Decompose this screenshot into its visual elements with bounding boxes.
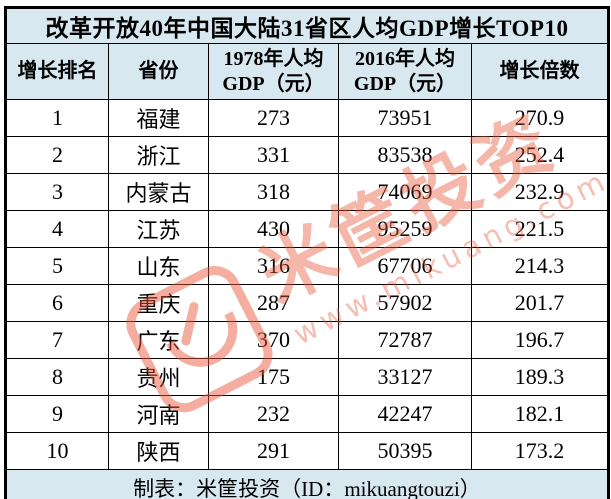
header-line: GDP（元）	[353, 72, 457, 95]
gdp2016-cell: 95259	[338, 210, 472, 248]
col-header-rank: 增长排名	[5, 43, 109, 100]
table-title: 改革开放40年中国大陆31省区人均GDP增长TOP10	[5, 7, 609, 44]
multiple-cell: 252.4	[471, 136, 609, 174]
gdp1978-cell: 430	[208, 210, 339, 248]
rank-cell: 3	[5, 173, 109, 211]
gdp2016-cell: 42247	[338, 395, 472, 433]
header-line: 增长排名	[17, 60, 98, 82]
rank-cell: 1	[5, 99, 109, 137]
table-row: 9 河南 232 42247 182.1	[5, 395, 609, 433]
header-line: 增长倍数	[499, 60, 580, 82]
multiple-cell: 214.3	[471, 247, 609, 285]
province-cell: 重庆	[108, 284, 209, 322]
rank-cell: 7	[5, 321, 109, 359]
table-row: 10 陕西 291 50395 173.2	[5, 432, 609, 470]
column-header-row: 增长排名 省份 1978年人均 GDP（元） 2016年人均 GDP（元） 增长倍数	[5, 43, 609, 100]
table-footer-credit: 制表：米筐投资（ID：mikuangtouzi）	[5, 469, 609, 499]
multiple-cell: 232.9	[471, 173, 609, 211]
gdp1978-cell: 331	[208, 136, 339, 174]
province-cell: 江苏	[108, 210, 209, 248]
table-row: 5 山东 316 67706 214.3	[5, 247, 609, 285]
gdp2016-cell: 50395	[338, 432, 472, 470]
col-header-province: 省份	[108, 43, 209, 100]
gdp2016-cell: 72787	[338, 321, 472, 359]
province-cell: 广东	[108, 321, 209, 359]
province-cell: 内蒙古	[108, 173, 209, 211]
gdp2016-cell: 73951	[338, 99, 472, 137]
gdp1978-cell: 287	[208, 284, 339, 322]
rank-cell: 10	[5, 432, 109, 470]
table-row: 8 贵州 175 33127 189.3	[5, 358, 609, 396]
table-row: 2 浙江 331 83538 252.4	[5, 136, 609, 174]
rank-cell: 8	[5, 358, 109, 396]
rank-cell: 5	[5, 247, 109, 285]
province-cell: 福建	[108, 99, 209, 137]
province-cell: 陕西	[108, 432, 209, 470]
table-row: 3 内蒙古 318 74069 232.9	[5, 173, 609, 211]
table-row: 1 福建 273 73951 270.9	[5, 99, 609, 137]
multiple-cell: 196.7	[471, 321, 609, 359]
gdp1978-cell: 273	[208, 99, 339, 137]
gdp1978-cell: 175	[208, 358, 339, 396]
multiple-cell: 270.9	[471, 99, 609, 137]
province-cell: 浙江	[108, 136, 209, 174]
gdp1978-cell: 316	[208, 247, 339, 285]
multiple-cell: 173.2	[471, 432, 609, 470]
table-row: 6 重庆 287 57902 201.7	[5, 284, 609, 322]
col-header-gdp-1978: 1978年人均 GDP（元）	[208, 43, 339, 100]
gdp1978-cell: 291	[208, 432, 339, 470]
title-row: 改革开放40年中国大陆31省区人均GDP增长TOP10	[5, 7, 609, 44]
rank-cell: 4	[5, 210, 109, 248]
multiple-cell: 221.5	[471, 210, 609, 248]
footer-row: 制表：米筐投资（ID：mikuangtouzi）	[5, 469, 609, 499]
multiple-cell: 201.7	[471, 284, 609, 322]
multiple-cell: 189.3	[471, 358, 609, 396]
gdp2016-cell: 74069	[338, 173, 472, 211]
province-cell: 河南	[108, 395, 209, 433]
multiple-cell: 182.1	[471, 395, 609, 433]
header-line: 1978年人均	[223, 47, 324, 70]
gdp2016-cell: 83538	[338, 136, 472, 174]
gdp2016-cell: 57902	[338, 284, 472, 322]
table-row: 4 江苏 430 95259 221.5	[5, 210, 609, 248]
gdp1978-cell: 318	[208, 173, 339, 211]
province-cell: 山东	[108, 247, 209, 285]
table-row: 7 广东 370 72787 196.7	[5, 321, 609, 359]
rank-cell: 2	[5, 136, 109, 174]
header-line: GDP（元）	[222, 72, 325, 95]
rank-cell: 6	[5, 284, 109, 322]
province-cell: 贵州	[108, 358, 209, 396]
gdp2016-cell: 33127	[338, 358, 472, 396]
header-line: 2016年人均	[355, 47, 455, 70]
col-header-gdp-2016: 2016年人均 GDP（元）	[338, 43, 472, 100]
gdp-growth-table: 改革开放40年中国大陆31省区人均GDP增长TOP10 增长排名 省份 1978…	[4, 6, 610, 499]
gdp2016-cell: 67706	[338, 247, 472, 285]
gdp1978-cell: 370	[208, 321, 339, 359]
rank-cell: 9	[5, 395, 109, 433]
gdp1978-cell: 232	[208, 395, 339, 433]
col-header-multiple: 增长倍数	[471, 43, 609, 100]
header-line: 省份	[138, 60, 179, 82]
